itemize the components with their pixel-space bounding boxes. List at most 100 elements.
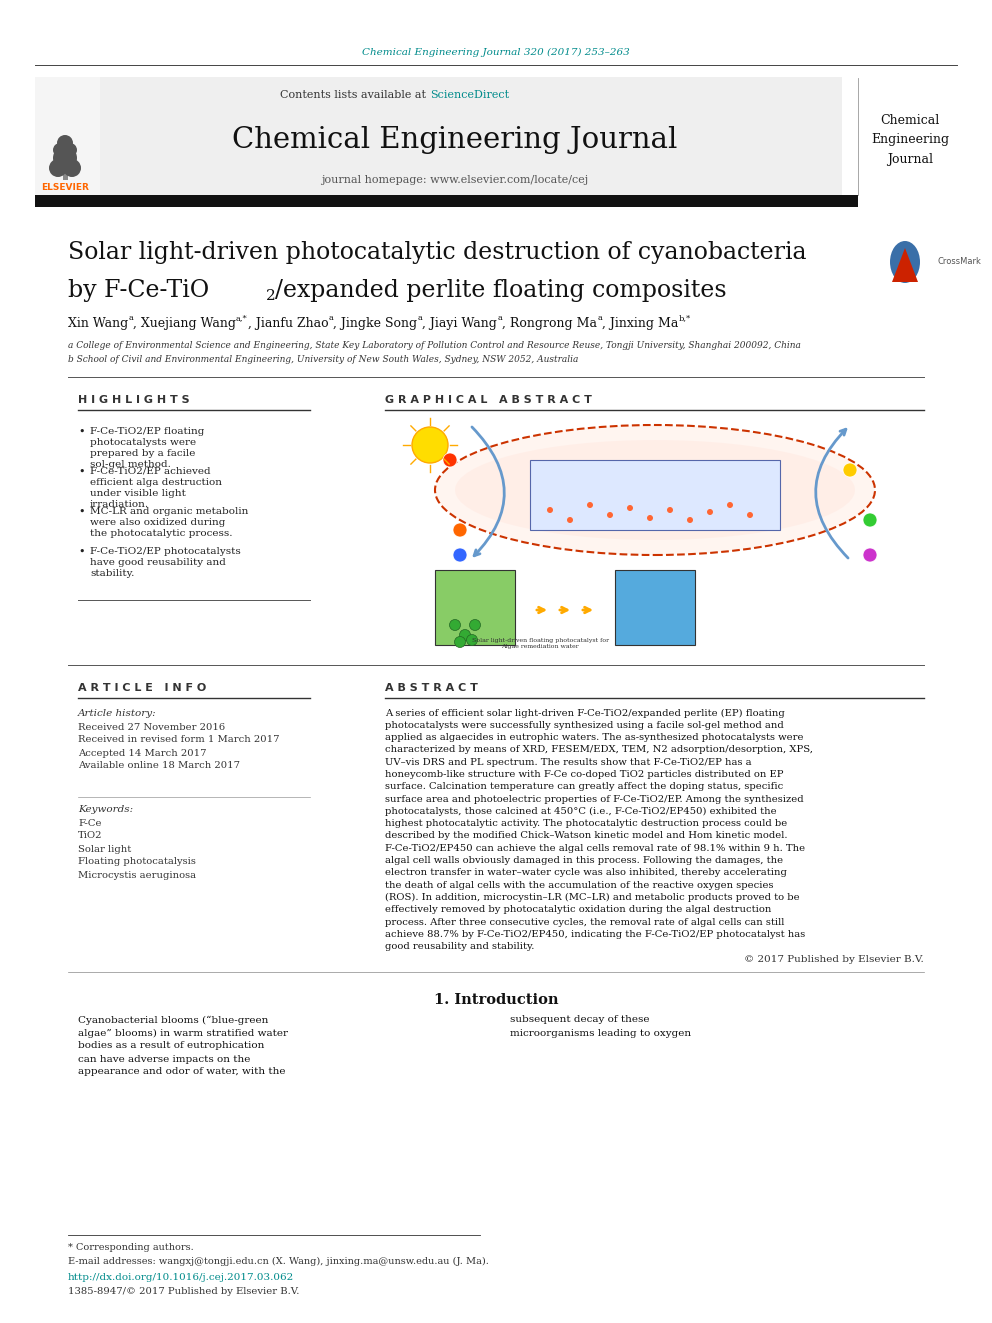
- Circle shape: [667, 507, 673, 513]
- Text: Solar light-driven photocatalytic destruction of cyanobacteria: Solar light-driven photocatalytic destru…: [68, 241, 806, 263]
- Ellipse shape: [455, 441, 855, 540]
- Text: Cyanobacterial blooms (“blue-green: Cyanobacterial blooms (“blue-green: [78, 1015, 269, 1025]
- Circle shape: [453, 523, 467, 537]
- Text: * Corresponding authors.: * Corresponding authors.: [68, 1244, 193, 1253]
- Text: ScienceDirect: ScienceDirect: [430, 90, 509, 101]
- Text: b,*: b,*: [679, 314, 690, 321]
- Text: were also oxidized during: were also oxidized during: [90, 519, 225, 527]
- Circle shape: [607, 512, 613, 519]
- Text: Accepted 14 March 2017: Accepted 14 March 2017: [78, 749, 206, 758]
- Text: bodies as a result of eutrophication: bodies as a result of eutrophication: [78, 1041, 265, 1050]
- Text: surface area and photoelectric properties of F-Ce-TiO2/EP. Among the synthesized: surface area and photoelectric propertie…: [385, 795, 804, 803]
- Text: F-Ce-TiO2/EP photocatalysts: F-Ce-TiO2/EP photocatalysts: [90, 546, 241, 556]
- Bar: [435, 570, 515, 646]
- Ellipse shape: [890, 241, 920, 283]
- Text: /expanded perlite floating composites: /expanded perlite floating composites: [275, 279, 726, 302]
- Bar: [530, 460, 780, 531]
- Text: Floating photocatalysis: Floating photocatalysis: [78, 857, 195, 867]
- Text: b School of Civil and Environmental Engineering, University of New South Wales, : b School of Civil and Environmental Engi…: [68, 356, 578, 365]
- Circle shape: [53, 146, 77, 169]
- Text: Keywords:: Keywords:: [78, 806, 133, 815]
- Circle shape: [443, 452, 457, 467]
- Text: can have adverse impacts on the: can have adverse impacts on the: [78, 1054, 250, 1064]
- Text: G R A P H I C A L   A B S T R A C T: G R A P H I C A L A B S T R A C T: [385, 396, 592, 405]
- Text: A R T I C L E   I N F O: A R T I C L E I N F O: [78, 683, 206, 693]
- Text: Received 27 November 2016: Received 27 November 2016: [78, 722, 225, 732]
- Text: under visible light: under visible light: [90, 490, 186, 497]
- Text: algal cell walls obviously damaged in this process. Following the damages, the: algal cell walls obviously damaged in th…: [385, 856, 783, 865]
- Text: prepared by a facile: prepared by a facile: [90, 448, 195, 458]
- Text: electron transfer in water–water cycle was also inhibited, thereby accelerating: electron transfer in water–water cycle w…: [385, 868, 787, 877]
- Polygon shape: [892, 247, 918, 282]
- Text: Received in revised form 1 March 2017: Received in revised form 1 March 2017: [78, 736, 280, 745]
- Text: efficient alga destruction: efficient alga destruction: [90, 478, 222, 487]
- Text: CrossMark: CrossMark: [938, 258, 982, 266]
- Text: , Jinxing Ma: , Jinxing Ma: [602, 316, 679, 329]
- Text: have good reusability and: have good reusability and: [90, 558, 226, 568]
- Text: Contents lists available at: Contents lists available at: [281, 90, 430, 101]
- Text: a: a: [497, 314, 502, 321]
- Circle shape: [469, 619, 480, 631]
- Text: a: a: [128, 314, 133, 321]
- Text: , Rongrong Ma: , Rongrong Ma: [502, 316, 597, 329]
- Text: sol-gel method.: sol-gel method.: [90, 460, 171, 468]
- Text: (ROS). In addition, microcystin–LR (MC–LR) and metabolic products proved to be: (ROS). In addition, microcystin–LR (MC–L…: [385, 893, 800, 902]
- Circle shape: [587, 501, 593, 508]
- Circle shape: [547, 507, 553, 513]
- Text: surface. Calcination temperature can greatly affect the doping status, specific: surface. Calcination temperature can gre…: [385, 782, 784, 791]
- Text: 2: 2: [266, 288, 276, 303]
- Text: Chemical Engineering Journal 320 (2017) 253–263: Chemical Engineering Journal 320 (2017) …: [362, 48, 630, 57]
- Circle shape: [727, 501, 733, 508]
- Text: F-Ce: F-Ce: [78, 819, 101, 827]
- Text: UV–vis DRS and PL spectrum. The results show that F-Ce-TiO2/EP has a: UV–vis DRS and PL spectrum. The results …: [385, 758, 752, 767]
- Text: algae” blooms) in warm stratified water: algae” blooms) in warm stratified water: [78, 1028, 288, 1037]
- Text: a: a: [597, 314, 602, 321]
- Text: subsequent decay of these: subsequent decay of these: [510, 1016, 650, 1024]
- Text: a: a: [328, 314, 333, 321]
- Text: characterized by means of XRD, FESEM/EDX, TEM, N2 adsorption/desorption, XPS,: characterized by means of XRD, FESEM/EDX…: [385, 745, 813, 754]
- Text: , Jingke Song: , Jingke Song: [333, 316, 418, 329]
- Text: Available online 18 March 2017: Available online 18 March 2017: [78, 762, 240, 770]
- Text: a: a: [418, 314, 423, 321]
- Text: Chemical
Engineering
Journal: Chemical Engineering Journal: [871, 115, 949, 165]
- Circle shape: [863, 548, 877, 562]
- Text: A series of efficient solar light-driven F-Ce-TiO2/expanded perlite (EP) floatin: A series of efficient solar light-driven…: [385, 708, 785, 717]
- Text: , Xuejiang Wang: , Xuejiang Wang: [133, 316, 236, 329]
- Circle shape: [49, 159, 67, 177]
- Text: H I G H L I G H T S: H I G H L I G H T S: [78, 396, 189, 405]
- Circle shape: [843, 463, 857, 478]
- Text: TiO2: TiO2: [78, 831, 102, 840]
- Text: effectively removed by photocatalytic oxidation during the algal destruction: effectively removed by photocatalytic ox…: [385, 905, 772, 914]
- Text: stability.: stability.: [90, 569, 134, 578]
- Text: © 2017 Published by Elsevier B.V.: © 2017 Published by Elsevier B.V.: [744, 955, 924, 964]
- Text: photocatalysts were: photocatalysts were: [90, 438, 196, 447]
- Circle shape: [53, 143, 67, 157]
- Text: described by the modified Chick–Watson kinetic model and Hom kinetic model.: described by the modified Chick–Watson k…: [385, 831, 788, 840]
- Text: the death of algal cells with the accumulation of the reactive oxygen species: the death of algal cells with the accumu…: [385, 881, 774, 889]
- Text: the photocatalytic process.: the photocatalytic process.: [90, 529, 232, 538]
- Bar: [35, 194, 858, 206]
- Bar: [35, 77, 100, 194]
- Text: 1. Introduction: 1. Introduction: [434, 994, 558, 1007]
- Text: Article history:: Article history:: [78, 709, 157, 718]
- Text: •: •: [78, 467, 84, 478]
- Ellipse shape: [435, 425, 875, 556]
- Text: a,*: a,*: [236, 314, 248, 321]
- Text: ELSEVIER: ELSEVIER: [41, 184, 89, 193]
- Circle shape: [466, 635, 477, 646]
- Text: •: •: [78, 427, 84, 437]
- Text: photocatalysts were successfully synthesized using a facile sol-gel method and: photocatalysts were successfully synthes…: [385, 721, 784, 730]
- Text: •: •: [78, 507, 84, 517]
- Text: , Jiayi Wang: , Jiayi Wang: [423, 316, 497, 329]
- Text: Microcystis aeruginosa: Microcystis aeruginosa: [78, 871, 196, 880]
- Text: http://dx.doi.org/10.1016/j.cej.2017.03.062: http://dx.doi.org/10.1016/j.cej.2017.03.…: [68, 1274, 295, 1282]
- Text: achieve 88.7% by F-Ce-TiO2/EP450, indicating the F-Ce-TiO2/EP photocatalyst has: achieve 88.7% by F-Ce-TiO2/EP450, indica…: [385, 930, 806, 939]
- Circle shape: [412, 427, 448, 463]
- Text: irradiation.: irradiation.: [90, 500, 149, 509]
- Bar: [615, 570, 695, 646]
- Text: honeycomb-like structure with F-Ce co-doped TiO2 particles distributed on EP: honeycomb-like structure with F-Ce co-do…: [385, 770, 784, 779]
- Circle shape: [57, 135, 73, 151]
- Text: F-Ce-TiO2/EP450 can achieve the algal cells removal rate of 98.1% within 9 h. Th: F-Ce-TiO2/EP450 can achieve the algal ce…: [385, 844, 806, 853]
- Text: F-Ce-TiO2/EP floating: F-Ce-TiO2/EP floating: [90, 427, 204, 437]
- Text: , Jianfu Zhao: , Jianfu Zhao: [248, 316, 328, 329]
